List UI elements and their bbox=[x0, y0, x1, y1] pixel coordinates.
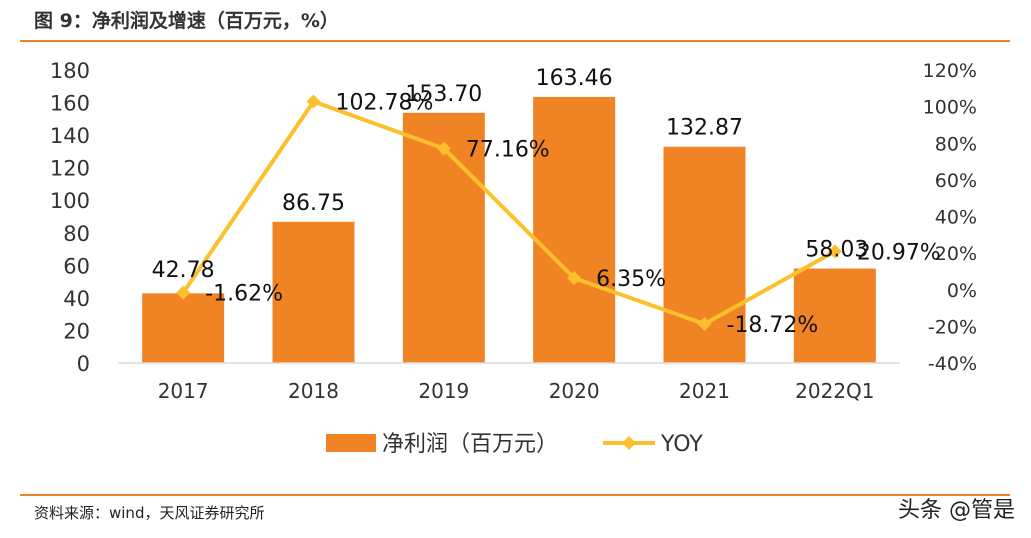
y-right-tick: -20% bbox=[928, 316, 977, 338]
legend-bar-label: 净利润（百万元） bbox=[382, 432, 558, 457]
chart-title: 图 9：净利润及增速（百万元，%） bbox=[34, 10, 339, 32]
x-tick: 2017 bbox=[158, 379, 209, 403]
legend-line-label: YOY bbox=[660, 432, 703, 457]
yoy-value-label: -18.72% bbox=[727, 313, 819, 338]
yoy-point-2018 bbox=[306, 94, 321, 109]
x-tick: 2018 bbox=[288, 379, 339, 403]
y-left-tick: 40 bbox=[63, 287, 90, 311]
y-left-tick: 160 bbox=[50, 92, 90, 116]
legend-line-marker bbox=[622, 436, 636, 450]
bar-value-label: 58.03 bbox=[805, 238, 868, 263]
y-right-tick: 60% bbox=[935, 170, 977, 192]
y-right-tick: 0% bbox=[947, 280, 977, 302]
yoy-value-label: -1.62% bbox=[205, 282, 283, 307]
yoy-value-label: 77.16% bbox=[466, 137, 550, 162]
x-tick: 2019 bbox=[418, 379, 469, 403]
yoy-line bbox=[181, 99, 836, 327]
bar-2018 bbox=[272, 221, 355, 363]
yoy-point-2019 bbox=[436, 141, 451, 156]
yoy-value-label: 102.78% bbox=[336, 91, 434, 116]
bar-value-label: 86.75 bbox=[282, 191, 345, 216]
y-left-tick: 100 bbox=[50, 189, 90, 213]
y-right-tick: 120% bbox=[923, 60, 977, 82]
bar-value-label: 132.87 bbox=[666, 116, 743, 141]
watermark: 头条 @管是 bbox=[898, 498, 1015, 523]
y-right-tick: 80% bbox=[935, 133, 977, 155]
y-right-tick: 100% bbox=[923, 97, 977, 119]
yoy-value-label: 20.97% bbox=[857, 240, 941, 265]
x-tick: 2020 bbox=[549, 379, 600, 403]
yoy-point-2021 bbox=[697, 317, 712, 332]
y-right-tick: 20% bbox=[935, 243, 977, 265]
yoy-point-2022Q1 bbox=[827, 244, 842, 259]
y-right-tick: 40% bbox=[935, 207, 977, 229]
y-right-tick: -40% bbox=[928, 353, 977, 375]
y-left-tick: 60 bbox=[63, 254, 90, 278]
yoy-value-label: 6.35% bbox=[596, 267, 666, 292]
x-tick: 2022Q1 bbox=[795, 379, 874, 403]
y-left-tick: 80 bbox=[63, 222, 90, 246]
bar-value-label: 163.46 bbox=[536, 66, 613, 91]
footer-divider bbox=[20, 494, 1010, 496]
title-divider bbox=[20, 40, 1010, 42]
bar-2020 bbox=[533, 96, 616, 363]
y-left-tick: 0 bbox=[77, 352, 90, 376]
yoy-point-2020 bbox=[567, 271, 582, 286]
x-tick: 2021 bbox=[679, 379, 730, 403]
y-left-tick: 140 bbox=[50, 124, 90, 148]
y-left-tick: 20 bbox=[63, 319, 90, 343]
bar-value-label: 42.78 bbox=[152, 258, 215, 283]
yoy-point-2017 bbox=[176, 285, 191, 300]
bar-2017 bbox=[142, 293, 225, 363]
bar-2022Q1 bbox=[793, 268, 876, 363]
y-left-tick: 120 bbox=[50, 157, 90, 181]
source-note: 资料来源：wind，天风证券研究所 bbox=[34, 504, 265, 522]
bar-value-label: 153.70 bbox=[405, 82, 482, 107]
y-left-tick: 180 bbox=[50, 59, 90, 83]
legend-bar-swatch bbox=[326, 434, 376, 452]
